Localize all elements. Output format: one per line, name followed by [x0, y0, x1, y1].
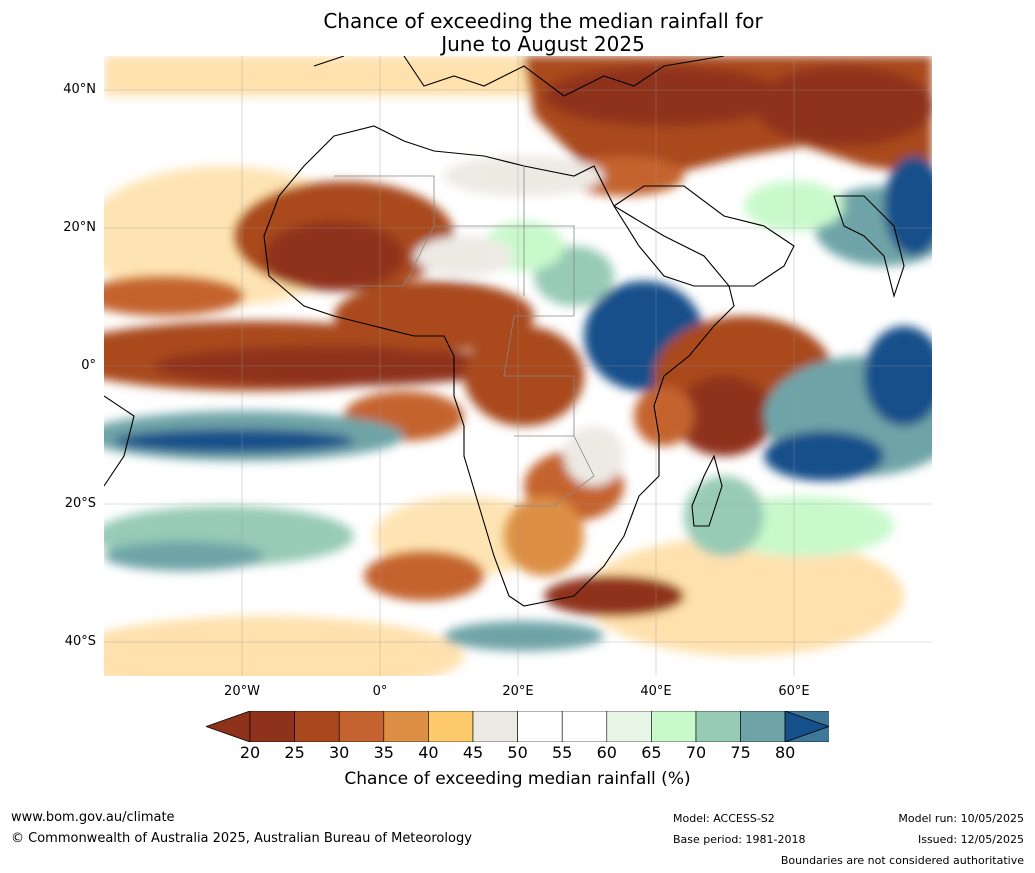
- graticule: [104, 56, 932, 676]
- colorbar-tick-label: 20: [239, 743, 261, 762]
- map-canvas: [104, 56, 932, 676]
- colorbar-cell: [383, 711, 429, 742]
- colorbar-tick-label: 30: [329, 743, 350, 762]
- colorbar-tick-label: 75: [730, 743, 751, 762]
- colorbar-tick-label: 50: [507, 743, 528, 762]
- colorbar-under-arrow: [206, 711, 251, 742]
- lon-label-0: 0°: [372, 684, 388, 699]
- colorbar-cell: [338, 711, 385, 742]
- colorbar-cell: [740, 711, 786, 742]
- copyright-text: © Commonwealth of Australia 2025, Austra…: [11, 831, 472, 846]
- lon-label-20w: 20°W: [224, 684, 260, 699]
- disclaimer-text: Boundaries are not considered authoritat…: [780, 854, 1024, 867]
- lat-label-40n: 40°N: [63, 82, 96, 97]
- title-line-2: June to August 2025: [441, 32, 645, 56]
- website-link[interactable]: www.bom.gov.au/climate: [11, 810, 175, 825]
- base-period-text: Base period: 1981-2018: [673, 833, 806, 846]
- colorbar-cell: [561, 711, 608, 742]
- lat-label-20s: 20°S: [64, 496, 96, 511]
- colorbar-cell: [606, 711, 652, 742]
- lat-label-40s: 40°S: [64, 634, 96, 649]
- lon-label-60e: 60°E: [778, 684, 810, 699]
- lat-label-0: 0°: [81, 358, 96, 373]
- colorbar-over-arrow: [784, 711, 829, 742]
- model-run-text: Model run: 10/05/2025: [898, 812, 1024, 825]
- lat-label-20n: 20°N: [63, 220, 96, 235]
- colorbar-cell: [428, 711, 474, 742]
- colorbar-tick-label: 35: [373, 743, 394, 762]
- title-line-1: Chance of exceeding the median rainfall …: [323, 9, 763, 33]
- map-title: Chance of exceeding the median rainfall …: [0, 10, 1035, 56]
- country-borders: [334, 166, 595, 507]
- colorbar: [206, 711, 829, 742]
- colorbar-cell: [249, 711, 295, 742]
- rainfall-outlook-map: [104, 56, 932, 676]
- colorbar-label: Chance of exceeding median rainfall (%): [344, 769, 691, 789]
- colorbar-cells: [249, 711, 829, 742]
- colorbar-tick-label: 55: [552, 743, 573, 762]
- colorbar-tick-label: 65: [641, 743, 662, 762]
- colorbar-cell: [651, 711, 697, 742]
- colorbar-tick-label: 70: [685, 743, 707, 762]
- colorbar-cell: [294, 711, 340, 742]
- coastlines-outline: [104, 56, 905, 607]
- model-text: Model: ACCESS-S2: [673, 812, 775, 825]
- colorbar-cell: [517, 711, 563, 742]
- lon-label-40e: 40°E: [640, 684, 672, 699]
- colorbar-tick-label: 80: [775, 743, 796, 762]
- colorbar-cell: [472, 711, 518, 742]
- colorbar-cell: [695, 711, 741, 742]
- colorbar-tick-label: 60: [596, 743, 617, 762]
- colorbar-tick-label: 25: [284, 743, 305, 762]
- colorbar-tick-label: 45: [462, 743, 484, 762]
- colorbar-tick-label: 40: [418, 743, 439, 762]
- lon-label-20e: 20°E: [502, 684, 534, 699]
- issued-text: Issued: 12/05/2025: [917, 833, 1024, 846]
